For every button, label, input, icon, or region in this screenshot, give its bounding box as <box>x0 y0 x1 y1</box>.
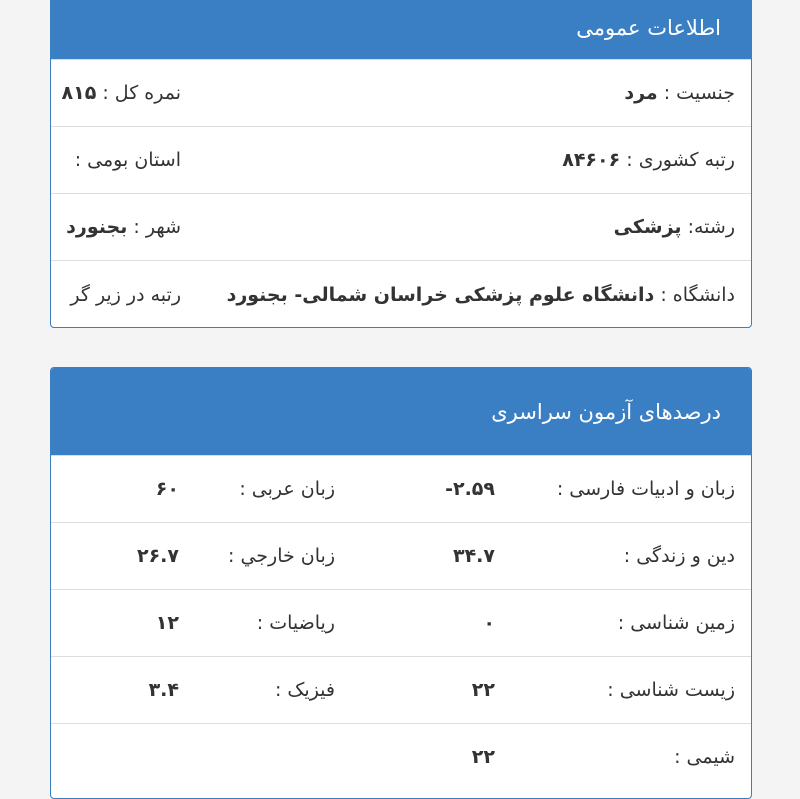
right-field: دانشگاه : دانشگاه علوم پزشکی خراسان شمال… <box>227 284 735 306</box>
subject-row: زبان و ادبیات فارسی : -۲.۵۹ زبان عربی : ۶۰ <box>51 455 751 522</box>
field-value: پزشکی <box>613 216 682 238</box>
subject-value: ۰ <box>483 612 495 634</box>
subject-row: دین و زندگی : ۳۴.۷ زبان خارجي : ۲۶.۷ <box>51 522 751 589</box>
subject-label: زبان و ادبیات فارسی : <box>556 478 735 500</box>
subject-value: ۲۲ <box>471 746 495 768</box>
right-field: رشته: پزشکی <box>614 216 735 238</box>
info-row: جنسیت : مرد نمره کل : ۸۱۵ <box>51 59 751 126</box>
subject-value: ۳۴.۷ <box>452 545 495 567</box>
subject-value: ۲۶.۷ <box>136 545 179 567</box>
subject-label: زمین شناسی : <box>617 612 735 634</box>
field-label: جنسیت : <box>663 82 735 104</box>
subject-value: ۳.۴ <box>148 679 179 701</box>
left-field-content: نمره کل : ۸۱۵ <box>62 82 181 104</box>
subject-row: زمین شناسی : ۰ ریاضیات : ۱۲ <box>51 589 751 656</box>
field-value: دانشگاه علوم پزشکی خراسان شمالی- بجنورد <box>226 283 655 306</box>
left-field-content: استان بومی : <box>75 149 181 171</box>
card-title: اطلاعات عمومی <box>576 15 721 40</box>
left-field: استان بومی : <box>51 127 181 193</box>
subject-value: ۱۲ <box>155 612 179 634</box>
exam-card: درصدهای آزمون سراسری زبان و ادبیات فارسی… <box>50 367 752 799</box>
subject-value: -۲.۵۹ <box>445 478 495 500</box>
field-label: رتبه کشوری : <box>626 149 735 171</box>
field-label: رشته: <box>687 216 735 238</box>
field-label: استان بومی : <box>74 149 181 171</box>
info-row: دانشگاه : دانشگاه علوم پزشکی خراسان شمال… <box>51 260 751 327</box>
left-field-content: شهر : بجنورد <box>66 216 181 238</box>
right-field: رتبه کشوری : ۸۴۶۰۶ <box>562 149 735 171</box>
card-header: اطلاعات عمومی <box>51 0 751 59</box>
general-info-card: اطلاعات عمومی جنسیت : مرد نمره کل : ۸۱۵ رت… <box>50 0 752 328</box>
subject-row: زیست شناسی : ۲۲ فیزیک : ۳.۴ <box>51 656 751 723</box>
subject-label: زبان عربی : <box>239 478 335 500</box>
subject-label: ریاضیات : <box>256 612 335 634</box>
subject-label: دین و زندگی : <box>623 545 735 567</box>
left-field: رتبه در زیر گر <box>51 261 181 327</box>
right-field: جنسیت : مرد <box>624 82 735 104</box>
subject-row: شیمی : ۲۲ <box>51 723 751 790</box>
subject-value: ۶۰ <box>155 478 179 500</box>
field-label: نمره کل : <box>102 82 181 104</box>
left-field-content: رتبه در زیر گر <box>70 284 181 306</box>
subject-value: ۲۲ <box>471 679 495 701</box>
info-row: رشته: پزشکی شهر : بجنورد <box>51 193 751 260</box>
field-value: مرد <box>624 82 658 104</box>
field-value: ۸۴۶۰۶ <box>562 149 621 171</box>
left-field: نمره کل : ۸۱۵ <box>51 60 181 126</box>
subject-label: زیست شناسی : <box>607 679 735 701</box>
field-label: شهر : <box>133 216 181 238</box>
left-field: شهر : بجنورد <box>51 194 181 260</box>
subject-label: فیزیک : <box>274 679 335 701</box>
subject-label: زبان خارجي : <box>228 545 335 567</box>
subject-label: شیمی : <box>674 746 735 768</box>
field-value: ۸۱۵ <box>61 82 97 104</box>
card-header: درصدهای آزمون سراسری <box>51 368 751 455</box>
field-label: دانشگاه : <box>660 283 735 306</box>
field-label: رتبه در زیر گر <box>70 283 181 306</box>
field-value: بجنورد <box>66 216 128 238</box>
card-title: درصدهای آزمون سراسری <box>491 399 721 424</box>
info-row: رتبه کشوری : ۸۴۶۰۶ استان بومی : <box>51 126 751 193</box>
